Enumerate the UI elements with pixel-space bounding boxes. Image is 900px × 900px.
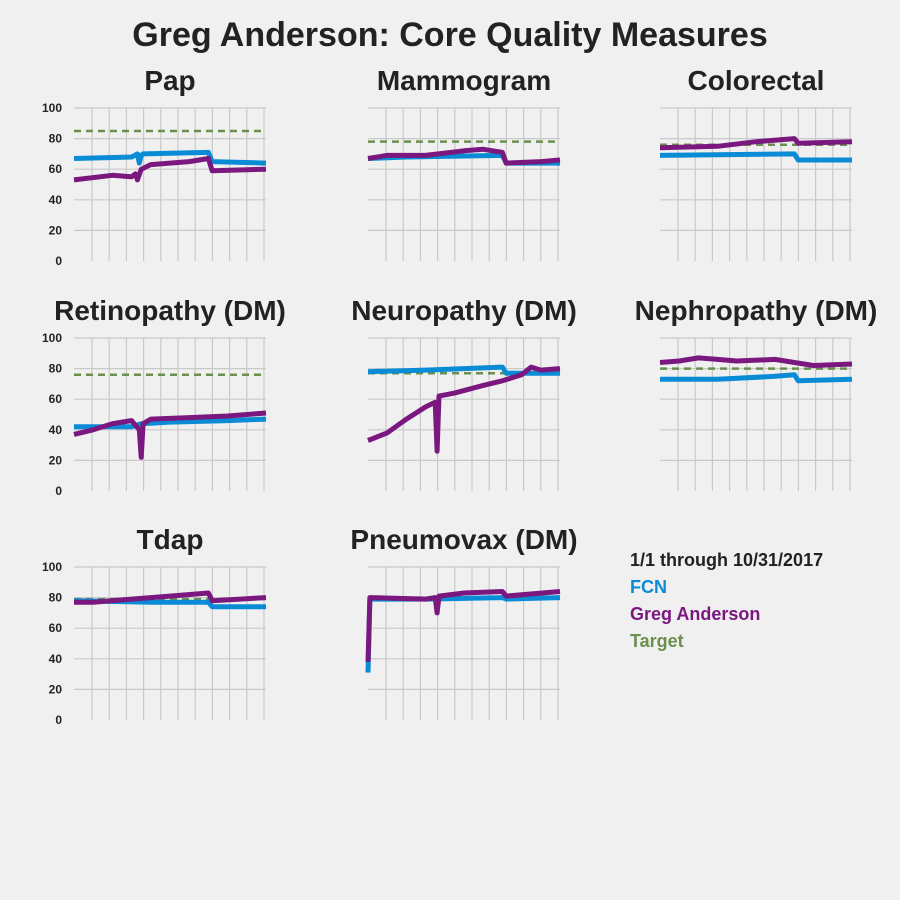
y-tick-label: 100 — [42, 560, 62, 574]
y-tick-label: 100 — [42, 101, 62, 115]
y-tick-label: 20 — [49, 453, 63, 467]
legend-entry-fcn: FCN — [630, 577, 667, 597]
panel-title-retinopathy-dm: Retinopathy (DM) — [54, 295, 286, 326]
y-tick-label: 0 — [55, 713, 62, 727]
y-tick-label: 40 — [49, 193, 63, 207]
series-line-fcn — [74, 416, 267, 430]
y-tick-label: 80 — [49, 362, 63, 376]
y-tick-label: 80 — [49, 591, 63, 605]
panel-title-mammogram: Mammogram — [377, 65, 551, 96]
y-tick-label: 100 — [42, 331, 62, 345]
series-line-greg-anderson — [73, 156, 267, 183]
page-title: Greg Anderson: Core Quality Measures — [132, 16, 767, 54]
series-line-fcn — [660, 372, 853, 384]
y-tick-label: 60 — [49, 392, 63, 406]
legend: 1/1 through 10/31/2017 FCN Greg Anderson… — [630, 550, 823, 651]
legend-entry-greg-anderson: Greg Anderson — [630, 604, 760, 624]
panel-pneumovax-dm: Pneumovax (DM) — [350, 524, 578, 720]
y-tick-label: 80 — [49, 132, 63, 146]
panel-title-pneumovax-dm: Pneumovax (DM) — [350, 524, 577, 555]
panel-pap: Pap 0 20 40 60 80 100 — [42, 65, 267, 268]
series-line-greg-anderson — [659, 136, 853, 151]
panel-retinopathy-dm: Retinopathy (DM) 0 20 40 60 80 100 — [42, 295, 286, 498]
panel-title-nephropathy-dm: Nephropathy (DM) — [635, 295, 878, 326]
series-line-greg-anderson — [73, 410, 267, 460]
panel-title-pap: Pap — [144, 65, 195, 96]
y-tick-label: 0 — [55, 484, 62, 498]
series-line-fcn — [659, 151, 852, 163]
panel-title-tdap: Tdap — [137, 524, 204, 555]
y-tick-label: 20 — [49, 223, 63, 237]
legend-heading: 1/1 through 10/31/2017 — [630, 550, 823, 570]
series-line-fcn — [365, 595, 561, 673]
panel-nephropathy-dm: Nephropathy (DM) — [635, 295, 878, 491]
panel-title-neuropathy-dm: Neuropathy (DM) — [351, 295, 577, 326]
y-tick-label: 40 — [49, 423, 63, 437]
panel-neuropathy-dm: Neuropathy (DM) — [351, 295, 577, 491]
y-tick-label: 60 — [49, 621, 63, 635]
y-tick-label: 40 — [49, 652, 63, 666]
series-line-greg-anderson — [365, 589, 561, 662]
series-line-greg-anderson — [367, 146, 561, 166]
y-tick-label: 60 — [49, 162, 63, 176]
series-line-greg-anderson — [367, 364, 561, 454]
y-tick-label: 20 — [49, 682, 63, 696]
series-line-greg-anderson — [659, 355, 853, 368]
panel-mammogram: Mammogram — [367, 65, 561, 261]
panel-colorectal: Colorectal — [659, 65, 853, 261]
panel-title-colorectal: Colorectal — [688, 65, 825, 96]
chart-panels: Pap 0 20 40 60 80 100 Mammogram Colorectal Retino… — [42, 65, 877, 727]
panel-tdap: Tdap 0 20 40 60 80 100 — [42, 524, 267, 727]
series-line-greg-anderson — [74, 590, 267, 605]
y-tick-label: 0 — [55, 254, 62, 268]
legend-entry-target: Target — [630, 631, 684, 651]
